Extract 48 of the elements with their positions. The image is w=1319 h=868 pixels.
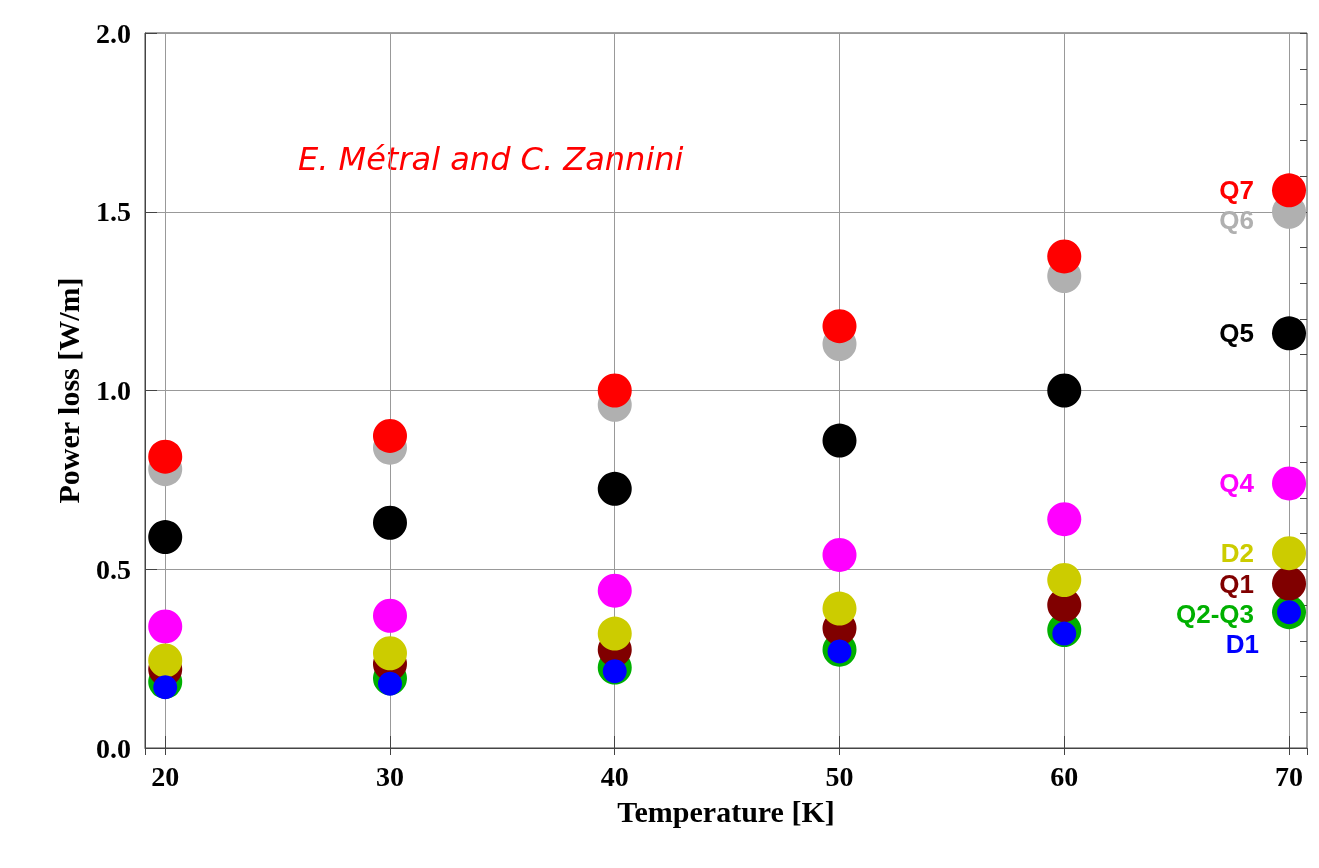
- series-label: Q6: [1219, 205, 1255, 236]
- x-tick-label: 40: [600, 760, 629, 792]
- point: [148, 643, 183, 678]
- y-tick-label: 0.5: [96, 553, 131, 585]
- point: [373, 505, 407, 540]
- series-label: Q2-Q3: [1175, 598, 1255, 629]
- annotation: E. Métral and C. Zannini: [298, 140, 684, 178]
- series-label: Q7: [1219, 175, 1255, 206]
- series-label: Q4: [1219, 468, 1255, 499]
- point: [822, 423, 857, 458]
- series-label: Q1: [1219, 568, 1255, 599]
- point: [1047, 562, 1082, 597]
- point: [148, 520, 183, 555]
- x-tick-label: 70: [1275, 760, 1304, 792]
- point: [822, 591, 857, 626]
- point: [597, 373, 632, 408]
- point: [1272, 536, 1307, 571]
- x-axis-title: Temperature [K]: [617, 794, 835, 828]
- series-label: D1: [1225, 628, 1260, 659]
- point: [597, 616, 632, 651]
- point: [148, 439, 183, 474]
- series-label: D2: [1220, 538, 1255, 569]
- point: [822, 309, 857, 344]
- point: [373, 418, 407, 453]
- point: [153, 675, 178, 700]
- y-tick-label: 0.0: [96, 732, 131, 764]
- x-tick-label: 20: [151, 760, 180, 792]
- y-axis-title: Power loss [W/m]: [51, 277, 85, 504]
- y-tick-label: 2.0: [96, 17, 131, 49]
- point: [822, 537, 857, 572]
- y-tick-label: 1.5: [96, 196, 131, 228]
- point: [1272, 566, 1307, 601]
- point: [1272, 173, 1307, 208]
- x-tick-label: 60: [1050, 760, 1079, 792]
- point: [597, 471, 632, 506]
- y-tick-label: 1.0: [96, 375, 131, 406]
- point: [1047, 502, 1082, 537]
- series-label: Q5: [1219, 318, 1255, 349]
- point: [1272, 316, 1307, 351]
- point: [373, 636, 407, 671]
- point: [1047, 373, 1082, 408]
- point: [373, 598, 407, 633]
- point: [1047, 239, 1082, 274]
- x-tick-label: 30: [375, 760, 404, 792]
- point: [148, 609, 183, 644]
- point: [597, 573, 632, 608]
- point: [1272, 466, 1307, 501]
- x-tick-label: 50: [825, 760, 854, 792]
